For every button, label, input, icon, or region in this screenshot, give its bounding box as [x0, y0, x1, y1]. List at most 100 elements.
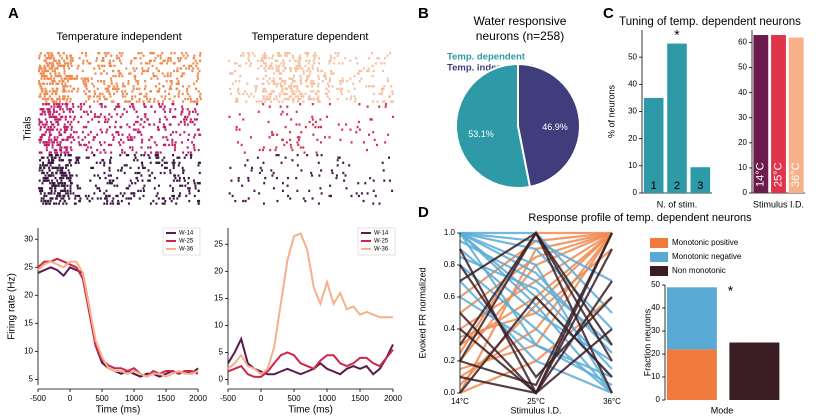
spike: [165, 80, 168, 83]
spike: [350, 95, 353, 98]
spike: [185, 154, 188, 157]
spike: [138, 97, 141, 101]
spike: [45, 57, 48, 60]
spike: [39, 128, 42, 131]
spike: [39, 92, 42, 96]
spike: [156, 154, 159, 157]
spike: [228, 115, 231, 119]
spike: [57, 118, 60, 121]
spike: [71, 59, 74, 62]
spike: [265, 64, 268, 68]
spike: [40, 136, 43, 139]
spike: [173, 161, 176, 164]
spike: [103, 69, 106, 73]
spike: [44, 199, 47, 203]
spike: [340, 92, 343, 96]
spike: [38, 57, 41, 60]
spike: [38, 189, 41, 192]
legend-label: W-36: [179, 247, 194, 253]
spike: [70, 125, 73, 129]
spike: [300, 92, 303, 96]
spike: [55, 103, 58, 106]
profile-line: [459, 296, 613, 386]
spike: [245, 62, 248, 65]
spike: [43, 95, 46, 98]
spike: [116, 85, 119, 88]
spike: [328, 77, 331, 80]
spike: [57, 143, 60, 147]
spike: [86, 59, 89, 62]
spike: [174, 108, 177, 111]
spike: [67, 74, 70, 78]
spike: [340, 90, 343, 93]
spike: [51, 128, 54, 131]
spike: [60, 197, 63, 200]
spike: [61, 103, 64, 106]
spike: [69, 184, 72, 187]
spike: [384, 105, 387, 108]
bar-segment: [666, 287, 717, 350]
spike: [51, 82, 54, 85]
spike: [326, 95, 329, 98]
spike: [175, 87, 178, 90]
spike: [163, 105, 166, 108]
spike: [238, 80, 241, 83]
spike: [65, 166, 68, 170]
spike: [127, 100, 130, 103]
spike: [176, 67, 179, 70]
spike: [188, 110, 191, 113]
spike: [239, 74, 242, 78]
spike: [53, 192, 56, 195]
spike: [54, 90, 57, 93]
spike: [370, 85, 373, 88]
spike: [99, 161, 102, 164]
spike: [336, 97, 339, 101]
spike: [179, 184, 182, 187]
spike: [49, 67, 52, 70]
spike: [62, 138, 65, 141]
spike: [65, 100, 68, 103]
spike: [186, 115, 189, 119]
spike: [46, 156, 49, 159]
spike: [62, 85, 65, 88]
spike: [372, 202, 375, 205]
spike: [69, 159, 72, 162]
spike: [68, 171, 71, 175]
chart-title: Response profile of temp. dependent neur…: [528, 212, 752, 224]
spike: [60, 174, 63, 177]
spike: [98, 97, 101, 101]
spike: [136, 115, 139, 119]
spike: [106, 199, 109, 203]
spike: [275, 176, 278, 180]
spike: [56, 62, 59, 65]
spike: [386, 80, 389, 83]
spike: [304, 199, 307, 203]
spike: [291, 92, 294, 96]
spike: [265, 97, 268, 101]
spike: [108, 169, 111, 172]
panel-label: D: [418, 204, 429, 221]
spike: [51, 67, 54, 70]
spike: [85, 110, 88, 113]
spike: [144, 105, 147, 108]
spike: [72, 118, 75, 121]
spike: [241, 184, 244, 187]
spike: [48, 154, 51, 157]
spike: [73, 131, 76, 134]
spike: [317, 202, 320, 205]
spike: [292, 57, 295, 60]
spike: [169, 74, 172, 78]
spike: [311, 85, 314, 88]
spike: [118, 57, 121, 60]
y-tick-label: 30: [628, 107, 637, 116]
spike: [325, 87, 328, 90]
spike: [149, 52, 152, 55]
spike: [290, 90, 293, 93]
legend-label: W-14: [374, 231, 389, 237]
spike: [113, 184, 116, 187]
spike: [48, 131, 51, 134]
spike: [62, 194, 65, 198]
spike: [133, 57, 136, 60]
spike: [60, 189, 63, 192]
spike: [96, 100, 99, 103]
